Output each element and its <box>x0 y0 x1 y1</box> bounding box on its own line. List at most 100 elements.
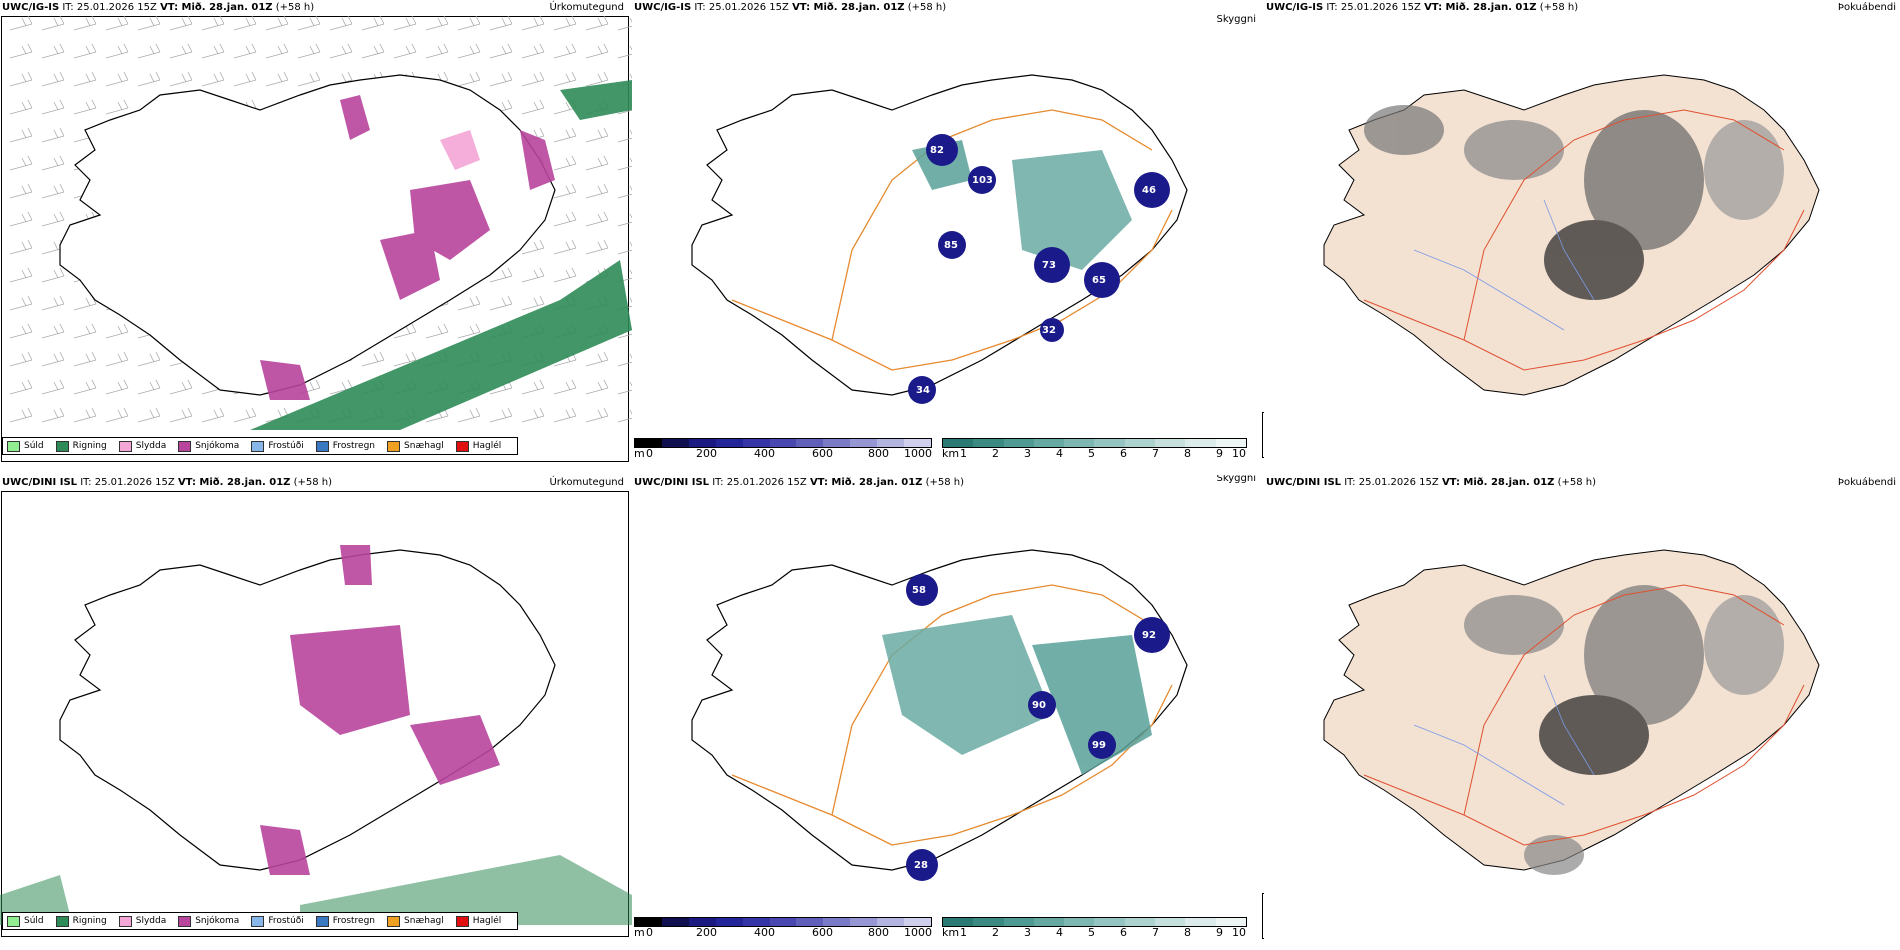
wind-barb <box>553 71 577 87</box>
wind-barb <box>585 155 609 171</box>
ceiling-cells <box>908 134 1170 404</box>
wind-barb <box>361 43 385 59</box>
wind-barb <box>137 351 161 367</box>
ceiling-label: 90 <box>1032 700 1046 711</box>
wind-barb <box>585 43 609 59</box>
legend-item: Slydda <box>118 914 166 928</box>
wind-barb <box>9 379 33 395</box>
ceiling-labels: 82 103 73 65 46 85 34 32 <box>916 145 1156 396</box>
wind-barb <box>9 211 33 227</box>
wind-barb <box>585 71 609 87</box>
legend-item: Slydda <box>118 439 166 453</box>
fog-map-row2 <box>1323 549 1820 875</box>
param-title: Úrkomutegund <box>549 2 624 13</box>
wind-barb <box>329 15 353 31</box>
legend-item: Snæhagl <box>387 439 444 453</box>
wind-barb <box>617 157 632 171</box>
wind-barb <box>169 43 193 59</box>
wind-barb <box>553 239 577 255</box>
panel-header: UWC/IG-IS IT: 25.01.2026 15Z VT: Mið. 28… <box>1266 2 1579 13</box>
wind-barb <box>73 379 97 395</box>
wind-barb <box>297 43 321 59</box>
wind-barb <box>41 127 65 143</box>
wind-barb <box>233 43 257 59</box>
visibility-colorbar <box>942 438 1247 448</box>
wind-barb <box>137 71 161 87</box>
wind-barb <box>265 15 289 31</box>
wind-barb <box>9 43 33 59</box>
ceiling-label: 103 <box>972 175 993 186</box>
wind-barb <box>617 45 632 59</box>
wind-barb <box>617 353 632 367</box>
roads <box>1363 109 1805 371</box>
wind-barb <box>521 43 545 59</box>
wind-barb <box>489 295 513 311</box>
wind-barb <box>41 379 65 395</box>
param-title: Úrkomutegund <box>549 477 624 488</box>
ceiling-label: 65 <box>1092 275 1106 286</box>
wind-barb <box>393 43 417 59</box>
wind-barb <box>521 379 545 395</box>
ceiling-label: 46 <box>1142 185 1156 196</box>
wind-barb <box>137 15 161 31</box>
ceiling-label: 99 <box>1092 740 1106 751</box>
wind-barb <box>585 351 609 367</box>
wind-barb <box>73 323 97 339</box>
legend-item: Haglél <box>455 914 501 928</box>
ceiling-labels: 58 92 90 28 99 <box>912 585 1156 871</box>
legend-item: Súld <box>7 439 44 453</box>
legend-item: Snæhagl <box>387 914 444 928</box>
wind-barb <box>41 155 65 171</box>
legend-swatch <box>7 440 20 452</box>
wind-barb <box>41 183 65 199</box>
wind-barb <box>425 43 449 59</box>
fog-panel-row1: UWC/IG-IS IT: 25.01.2026 15Z VT: Mið. 28… <box>1264 0 1900 475</box>
ceiling-label: 73 <box>1042 260 1056 271</box>
panel-header: UWC/IG-IS IT: 25.01.2026 15Z VT: Mið. 28… <box>634 2 947 13</box>
ceiling-label: 82 <box>930 145 944 156</box>
wind-barb <box>73 43 97 59</box>
wind-barb <box>457 15 481 31</box>
wind-barb <box>457 323 481 339</box>
visibility-panel-row1: UWC/IG-IS IT: 25.01.2026 15Z VT: Mið. 28… <box>632 0 1264 475</box>
visibility-colorbar <box>942 917 1247 927</box>
height-colorbar <box>634 438 932 448</box>
wind-barb <box>137 379 161 395</box>
precip-map-row2 <box>0 545 632 925</box>
wind-barb <box>585 379 609 395</box>
wind-barb <box>137 407 161 423</box>
panel-header: UWC/DINI ISL IT: 25.01.2026 15Z VT: Mið.… <box>634 477 965 488</box>
precip-areas <box>0 545 632 925</box>
height-colorbar <box>634 917 932 927</box>
wind-barb <box>73 15 97 31</box>
wind-barb <box>617 409 632 423</box>
ceiling-label: 32 <box>1042 325 1056 336</box>
iceland-outline <box>59 74 556 396</box>
wind-barb <box>393 323 417 339</box>
param-title: Þokuábendi <box>1837 477 1896 488</box>
wind-barb <box>521 71 545 87</box>
wind-barb <box>169 407 193 423</box>
wind-barb <box>521 267 545 283</box>
panel-header: UWC/DINI ISL IT: 25.01.2026 15Z VT: Mið.… <box>2 477 333 488</box>
precip-map-row1 <box>9 15 632 430</box>
wind-barb <box>41 267 65 283</box>
wind-barb <box>553 407 577 423</box>
panel-header: UWC/DINI ISL IT: 25.01.2026 15Z VT: Mið.… <box>1266 477 1597 488</box>
wind-barb <box>105 15 129 31</box>
fog-shading <box>1464 585 1784 875</box>
wind-barb <box>201 71 225 87</box>
wind-barb <box>457 295 481 311</box>
legend-item: Frostregn <box>315 439 375 453</box>
visibility-map-row2: 58 92 90 28 99 <box>691 549 1188 881</box>
wind-barb <box>105 323 129 339</box>
wind-barb <box>9 71 33 87</box>
wind-barb <box>41 99 65 115</box>
wind-barb <box>9 15 33 31</box>
wind-barb <box>105 351 129 367</box>
rivers <box>1413 199 1595 331</box>
wind-barb <box>489 43 513 59</box>
param-title: Þokuábendi <box>1837 2 1896 13</box>
wind-barb <box>233 15 257 31</box>
visibility-colorbar-labels: km 1 2 3 4 5 6 7 8 9 10 <box>942 447 1246 460</box>
